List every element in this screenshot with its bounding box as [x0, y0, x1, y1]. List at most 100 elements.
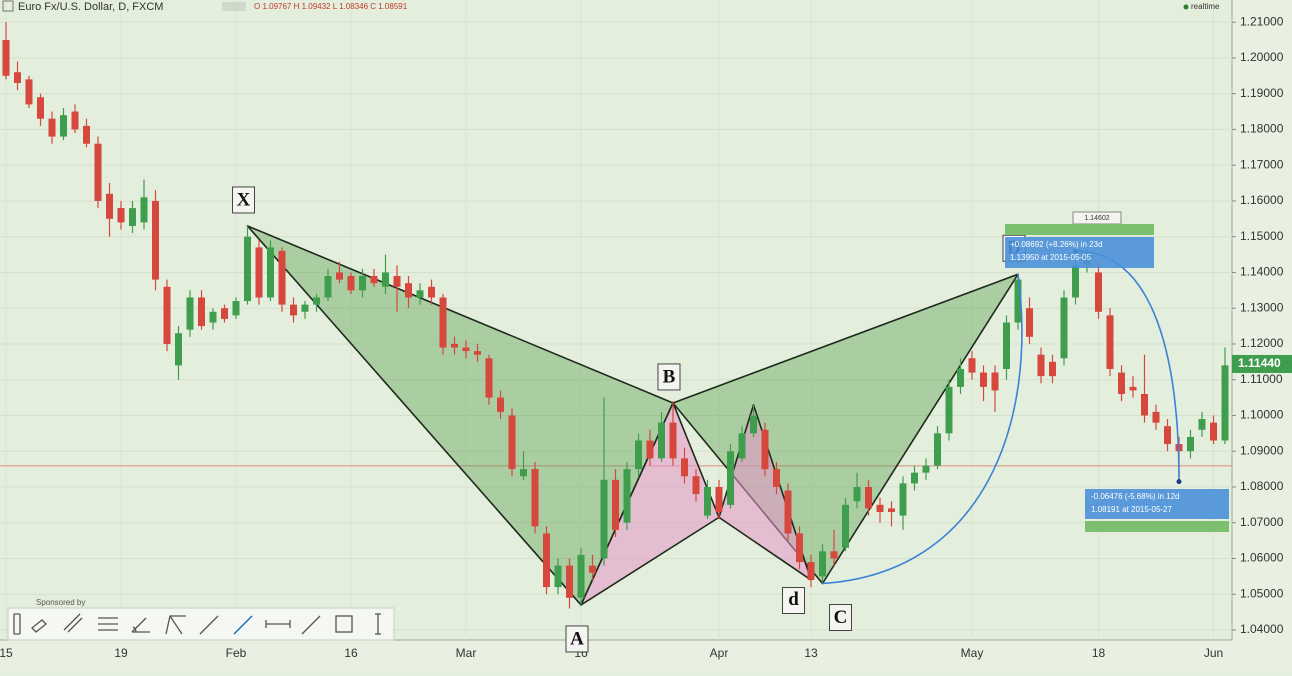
status-bar	[1085, 521, 1229, 532]
candle-body	[1222, 365, 1229, 440]
x-tick-label: 19	[114, 646, 128, 660]
candle-body	[1107, 315, 1114, 369]
candle-body	[658, 423, 665, 459]
x-tick-label: 13	[804, 646, 818, 660]
y-tick-label: 1.06000	[1240, 551, 1284, 565]
candle-body	[773, 469, 780, 487]
candle-body	[1061, 297, 1068, 358]
candle-body	[1026, 308, 1033, 337]
candle-body	[1095, 272, 1102, 311]
point-label: A	[570, 628, 584, 649]
candle-body	[106, 194, 113, 219]
y-tick-label: 1.21000	[1240, 14, 1284, 28]
candle-body	[175, 333, 182, 365]
candle-body	[141, 197, 148, 222]
candle-body	[819, 551, 826, 576]
candle-body	[313, 297, 320, 304]
candle-body	[233, 301, 240, 315]
candle-body	[1141, 394, 1148, 415]
x-tick-label: 15	[0, 646, 13, 660]
candle-body	[1072, 265, 1079, 297]
candle-body	[693, 476, 700, 494]
candle-body	[624, 469, 631, 523]
candle-body	[716, 487, 723, 512]
candle-body	[785, 491, 792, 534]
y-tick-label: 1.15000	[1240, 229, 1284, 243]
y-tick-label: 1.07000	[1240, 515, 1284, 529]
y-tick-label: 1.20000	[1240, 50, 1284, 64]
y-tick-label: 1.12000	[1240, 336, 1284, 350]
candle-body	[1164, 426, 1171, 444]
measure-text: -0.06476 (-5.68%) in 12d	[1091, 492, 1180, 501]
candle-body	[647, 440, 654, 458]
x-tick-label: May	[961, 646, 984, 660]
candle-body	[267, 247, 274, 297]
candle-body	[428, 287, 435, 298]
candle-body	[831, 551, 838, 558]
candle-body	[1153, 412, 1160, 423]
y-tick-label: 1.19000	[1240, 86, 1284, 100]
candle-body	[49, 119, 56, 137]
candle-body	[681, 458, 688, 476]
candle-body	[727, 451, 734, 505]
x-tick-label: Feb	[226, 646, 247, 660]
candle-body	[1199, 419, 1206, 430]
candle-body	[1003, 323, 1010, 369]
candle-body	[440, 297, 447, 347]
candle-body	[1049, 362, 1056, 376]
candle-body	[37, 97, 44, 118]
toolbar-label: Sponsored by	[36, 598, 85, 607]
candle-body	[796, 533, 803, 562]
candle-body	[934, 433, 941, 465]
candle-body	[83, 126, 90, 144]
candle-body	[336, 272, 343, 279]
candle-body	[486, 358, 493, 397]
tag-text: 1.14602	[1084, 215, 1109, 222]
candle-body	[923, 466, 930, 473]
candle-body	[474, 351, 481, 355]
candle-body	[1210, 423, 1217, 441]
candle-body	[3, 40, 10, 76]
candle-body	[210, 312, 217, 323]
candle-body	[221, 308, 228, 319]
candle-body	[394, 276, 401, 287]
candle-body	[911, 473, 918, 484]
candle-body	[578, 555, 585, 598]
status-dot	[1184, 5, 1189, 10]
candle-body	[302, 305, 309, 312]
point-label: d	[788, 589, 799, 610]
candle-body	[279, 251, 286, 305]
candle-body	[290, 305, 297, 316]
point-label: C	[834, 607, 848, 628]
candle-body	[26, 79, 33, 104]
x-tick-label: Mar	[456, 646, 477, 660]
candle-body	[152, 201, 159, 280]
candle-body	[601, 480, 608, 559]
candle-body	[382, 272, 389, 286]
measure-text: +0.08692 (+8.26%) in 23d	[1010, 240, 1103, 249]
candle-body	[957, 369, 964, 387]
y-tick-label: 1.09000	[1240, 443, 1284, 457]
candle-body	[992, 373, 999, 391]
candle-body	[325, 276, 332, 297]
candle-body	[566, 566, 573, 598]
candle-body	[1187, 437, 1194, 451]
y-tick-label: 1.08000	[1240, 479, 1284, 493]
candle-body	[543, 533, 550, 587]
candle-body	[532, 469, 539, 526]
candle-body	[808, 562, 815, 580]
measure-text: 1.13950 at 2015-05-05	[1010, 253, 1092, 262]
candle-body	[888, 508, 895, 512]
candle-body	[198, 297, 205, 326]
candle-body	[164, 287, 171, 344]
measure-dot	[1177, 479, 1182, 484]
y-tick-label: 1.14000	[1240, 265, 1284, 279]
candle-body	[497, 398, 504, 412]
candle-body	[405, 283, 412, 297]
candle-body	[704, 487, 711, 516]
candle-body	[520, 469, 527, 476]
candle-body	[1038, 355, 1045, 376]
status-bar	[1005, 224, 1154, 235]
candle-body	[865, 487, 872, 508]
